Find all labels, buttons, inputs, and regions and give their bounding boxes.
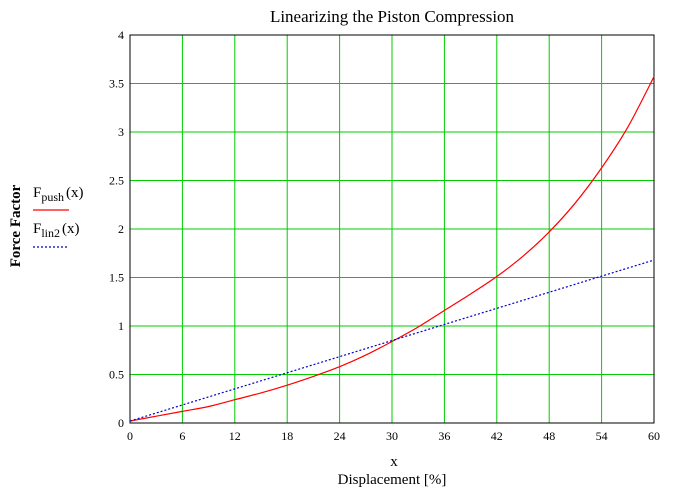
- x-tick-label: 24: [334, 429, 346, 443]
- chart-title: Linearizing the Piston Compression: [270, 7, 515, 26]
- plot-frame: [129, 34, 655, 424]
- x-tick-label: 6: [179, 429, 185, 443]
- y-tick-label: 3: [118, 125, 124, 139]
- legend-entry-flin2: Flin2 (x): [33, 221, 80, 248]
- y-tick-label: 2: [118, 222, 124, 236]
- x-tick-label: 48: [543, 429, 555, 443]
- y-axis-title: Force Factor: [8, 184, 24, 267]
- legend-label-flin2: Flin2 (x): [33, 221, 80, 240]
- tick-labels: 0 6 12 18 24 30 36 42 48 54 60 0 0.5 1 1.5 2 2.5 3 3.5 4: [109, 28, 660, 443]
- legend-arg-flin2: (x): [62, 221, 80, 237]
- grid: [129, 34, 655, 424]
- x-tick-label: 12: [229, 429, 241, 443]
- y-tick-label: 1: [118, 319, 124, 333]
- x-tick-label: 0: [127, 429, 133, 443]
- legend: Fpush (x) Flin2 (x): [33, 185, 84, 248]
- x-tick-label: 30: [386, 429, 398, 443]
- y-tick-label: 1.5: [109, 271, 124, 285]
- x-axis-variable: x: [390, 454, 398, 470]
- y-tick-label: 4: [118, 28, 124, 42]
- legend-sub-fpush: push: [41, 190, 64, 204]
- y-tick-label: 0: [118, 416, 124, 430]
- legend-arg-fpush: (x): [66, 185, 84, 201]
- x-tick-label: 42: [491, 429, 503, 443]
- y-tick-label: 0.5: [109, 368, 124, 382]
- legend-entry-fpush: Fpush (x): [33, 185, 84, 211]
- legend-main-fpush: F: [33, 185, 41, 201]
- y-tick-label: 3.5: [109, 77, 124, 91]
- y-tick-label: 2.5: [109, 174, 124, 188]
- x-tick-label: 60: [648, 429, 660, 443]
- x-tick-label: 54: [596, 429, 608, 443]
- legend-main-flin2: F: [33, 221, 41, 237]
- series-layer: [129, 76, 655, 422]
- x-axis-title: Displacement [%]: [338, 472, 447, 488]
- legend-sub-flin2: lin2: [41, 226, 60, 240]
- series-line-flin2: [129, 259, 655, 422]
- legend-label-fpush: Fpush (x): [33, 185, 84, 204]
- series-line-fpush: [129, 76, 655, 422]
- x-tick-label: 18: [281, 429, 293, 443]
- x-tick-label: 36: [438, 429, 450, 443]
